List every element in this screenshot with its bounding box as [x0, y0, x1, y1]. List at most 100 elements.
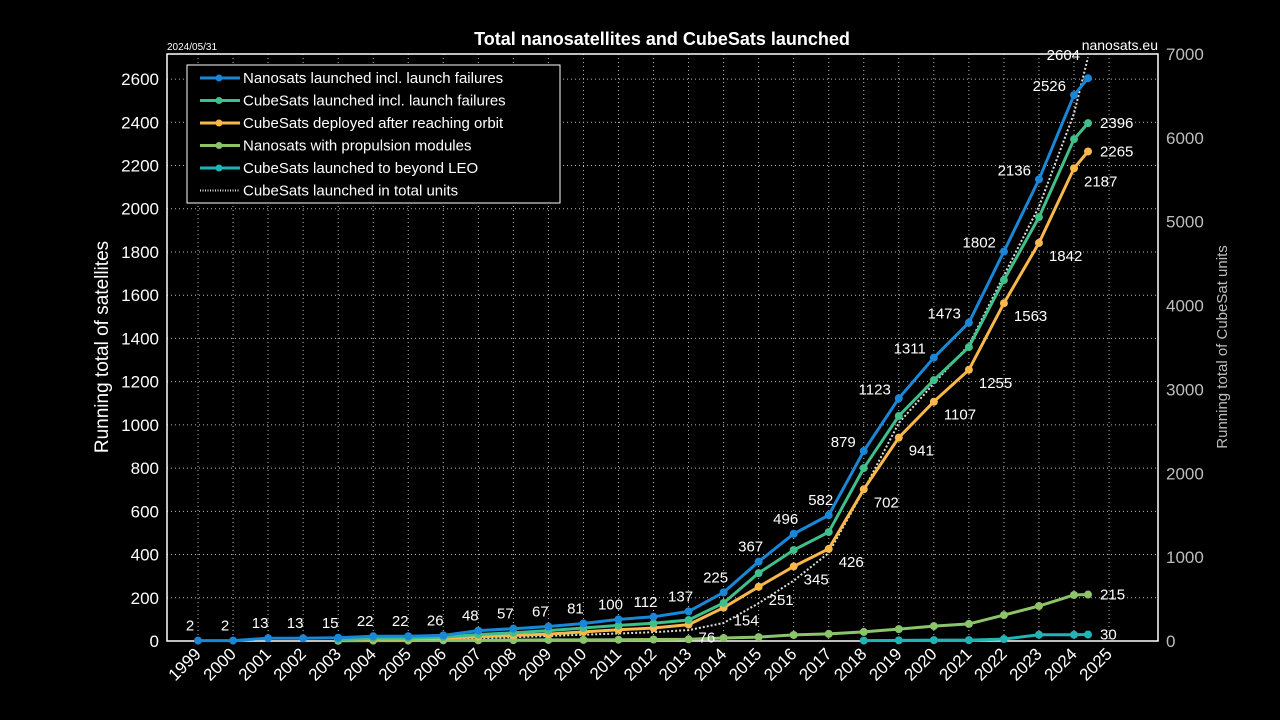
x-tick-label: 2023 — [1006, 644, 1046, 684]
data-label: 251 — [769, 592, 794, 609]
data-point — [684, 635, 693, 644]
x-ticks: 1999200020012002200320042005200620072008… — [165, 644, 1116, 684]
data-point — [824, 629, 833, 638]
legend-label: CubeSats deployed after reaching orbit — [243, 115, 504, 132]
y-tick-label: 1600 — [121, 286, 159, 305]
data-point — [614, 635, 623, 644]
series-line — [863, 633, 1089, 643]
data-label: 225 — [703, 569, 728, 586]
data-point — [964, 343, 973, 352]
data-point — [859, 447, 868, 456]
data-point — [859, 636, 868, 645]
data-point — [754, 569, 763, 578]
data-point — [299, 634, 308, 643]
data-point — [859, 485, 868, 494]
x-tick-label: 2025 — [1076, 644, 1116, 684]
data-label: 1563 — [1014, 308, 1047, 325]
data-point — [334, 633, 343, 642]
data-point — [999, 299, 1008, 308]
data-point — [1070, 630, 1078, 639]
data-point — [929, 622, 938, 631]
data-label: 2136 — [998, 162, 1031, 179]
data-point — [649, 612, 658, 621]
x-tick-label: 2010 — [550, 644, 590, 684]
data-label: 345 — [804, 571, 829, 588]
data-label: 2526 — [1033, 78, 1066, 95]
legend-box — [186, 64, 561, 204]
y-right-tick-label: 0 — [1166, 632, 1175, 651]
data-point — [1084, 119, 1093, 128]
data-point — [614, 615, 623, 624]
data-label: 496 — [773, 511, 798, 528]
y-right-tick-label: 4000 — [1166, 297, 1204, 316]
x-tick-label: 2024 — [1041, 644, 1081, 684]
data-point — [824, 528, 833, 537]
data-label: 100 — [598, 596, 623, 613]
data-point — [719, 633, 728, 642]
data-point — [859, 464, 868, 473]
legend-marker — [215, 74, 223, 82]
data-label: 1123 — [859, 381, 891, 398]
chart-title: Total nanosatellites and CubeSats launch… — [474, 29, 850, 49]
data-label: 30 — [1100, 627, 1117, 644]
data-point — [404, 632, 413, 641]
y-tick-label: 1200 — [121, 373, 159, 392]
data-point — [1084, 590, 1093, 599]
x-tick-label: 2020 — [900, 644, 940, 684]
x-tick-label: 2014 — [690, 644, 730, 684]
data-point — [824, 511, 833, 520]
data-point — [789, 529, 798, 538]
data-label: 1255 — [979, 375, 1012, 392]
y-tick-label: 400 — [131, 546, 159, 565]
data-label: 81 — [567, 600, 584, 617]
source-label: nanosats.eu — [1082, 37, 1158, 53]
data-point — [509, 624, 518, 633]
x-tick-label: 2017 — [795, 644, 835, 684]
y-right-tick-label: 2000 — [1166, 464, 1204, 483]
x-tick-label: 2008 — [480, 644, 520, 684]
data-point — [1084, 630, 1093, 639]
data-point — [194, 636, 202, 645]
data-label: 67 — [532, 604, 549, 621]
x-tick-label: 2005 — [375, 644, 415, 684]
data-label: 879 — [831, 434, 856, 451]
x-tick-label: 2006 — [410, 644, 450, 684]
data-label: 2265 — [1100, 143, 1133, 160]
legend-marker — [215, 119, 223, 127]
data-point — [229, 636, 238, 645]
data-point — [754, 633, 763, 642]
data-label: 22 — [392, 613, 409, 630]
date-label: 2024/05/31 — [167, 42, 217, 53]
data-label: 1802 — [963, 235, 996, 252]
series-line — [338, 150, 1090, 642]
data-point — [1034, 175, 1043, 184]
data-point — [1070, 590, 1078, 599]
x-tick-label: 2007 — [445, 644, 485, 684]
y-right-tick-label: 6000 — [1166, 129, 1204, 148]
data-point — [754, 582, 763, 591]
data-point — [719, 598, 728, 607]
y-ticks: 0 200 400 600 800 1000 1200 1400 1600 1800 2000 220… — [121, 70, 159, 651]
data-point — [264, 634, 273, 643]
y-tick-label: 200 — [131, 589, 159, 608]
data-point — [999, 247, 1008, 256]
data-label: 26 — [427, 612, 444, 629]
x-tick-label: 2002 — [270, 644, 310, 684]
x-tick-label: 2016 — [760, 644, 800, 684]
data-point — [964, 619, 973, 628]
data-point — [369, 632, 378, 641]
series-line-total-units — [443, 57, 1089, 642]
y-tick-label: 2600 — [121, 70, 159, 89]
y-right-tick-label: 1000 — [1166, 548, 1204, 567]
data-point — [439, 631, 448, 640]
x-tick-label: 1999 — [165, 644, 205, 684]
y-tick-label: 1400 — [121, 329, 159, 348]
data-point — [929, 353, 938, 362]
data-point — [649, 619, 658, 628]
data-label: 582 — [808, 492, 833, 509]
data-label: 13 — [252, 615, 269, 632]
y-axis-right-label: Running total of CubeSat units — [1214, 245, 1231, 448]
x-tick-label: 2001 — [235, 644, 275, 684]
data-point — [1070, 91, 1078, 100]
data-label: 702 — [874, 494, 899, 511]
